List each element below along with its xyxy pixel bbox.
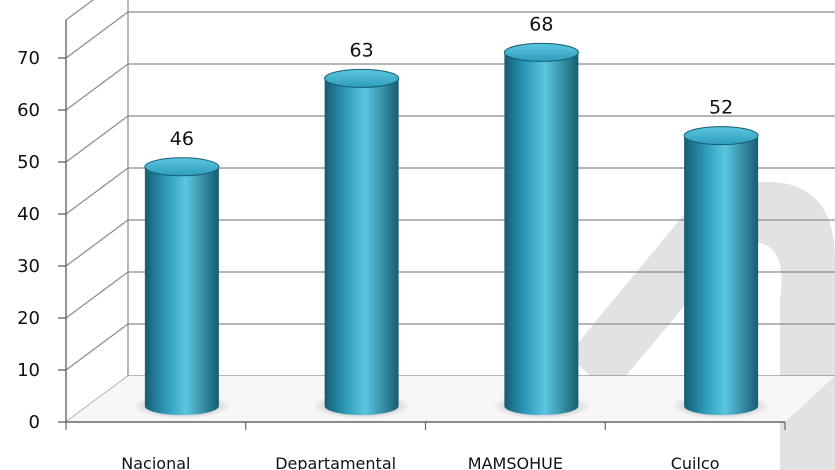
x-tick-label: MAMSOHUE bbox=[468, 454, 563, 470]
x-axis-labels: Nacional Departamental MAMSOHUE Cuilco bbox=[121, 454, 719, 470]
gridline-diagonal bbox=[65, 323, 129, 371]
gridline-diagonal bbox=[65, 167, 129, 215]
y-tick-label: 30 bbox=[17, 256, 40, 277]
y-tick-label: 10 bbox=[17, 360, 40, 381]
axes bbox=[65, 20, 835, 430]
x-tick-label: Departamental bbox=[275, 454, 396, 470]
bar bbox=[324, 78, 399, 416]
y-tick-label: 0 bbox=[29, 412, 40, 433]
y-tick-label: 70 bbox=[17, 48, 40, 69]
bar-top bbox=[503, 42, 579, 62]
bar-top bbox=[144, 157, 220, 177]
data-label: 52 bbox=[709, 97, 733, 119]
floor bbox=[66, 376, 835, 422]
x-tick-label: Cuilco bbox=[671, 454, 720, 470]
bar-top bbox=[683, 126, 759, 146]
gridline-diagonal bbox=[65, 271, 129, 319]
gridline-diagonal bbox=[65, 0, 94, 21]
bar bbox=[504, 52, 579, 416]
bar-top bbox=[324, 68, 400, 88]
x-tick-label: Nacional bbox=[121, 454, 190, 470]
y-tick-label: 60 bbox=[17, 100, 40, 121]
bar bbox=[144, 166, 219, 415]
gridline-diagonal bbox=[65, 115, 129, 163]
y-tick-label: 40 bbox=[17, 204, 40, 225]
gridline-diagonal bbox=[65, 63, 129, 111]
y-axis-ticks: 0 10 20 30 40 50 60 70 bbox=[17, 48, 66, 433]
bar bbox=[684, 135, 759, 415]
gridline-diagonal bbox=[65, 219, 129, 267]
data-label: 63 bbox=[350, 39, 374, 61]
y-tick-label: 20 bbox=[17, 308, 40, 329]
data-label: 46 bbox=[170, 128, 194, 150]
data-labels: 46 63 68 52 bbox=[170, 13, 733, 149]
data-label: 68 bbox=[529, 13, 553, 35]
y-tick-label: 50 bbox=[17, 152, 40, 173]
bars bbox=[132, 42, 771, 419]
gridline-diagonal bbox=[65, 11, 129, 59]
